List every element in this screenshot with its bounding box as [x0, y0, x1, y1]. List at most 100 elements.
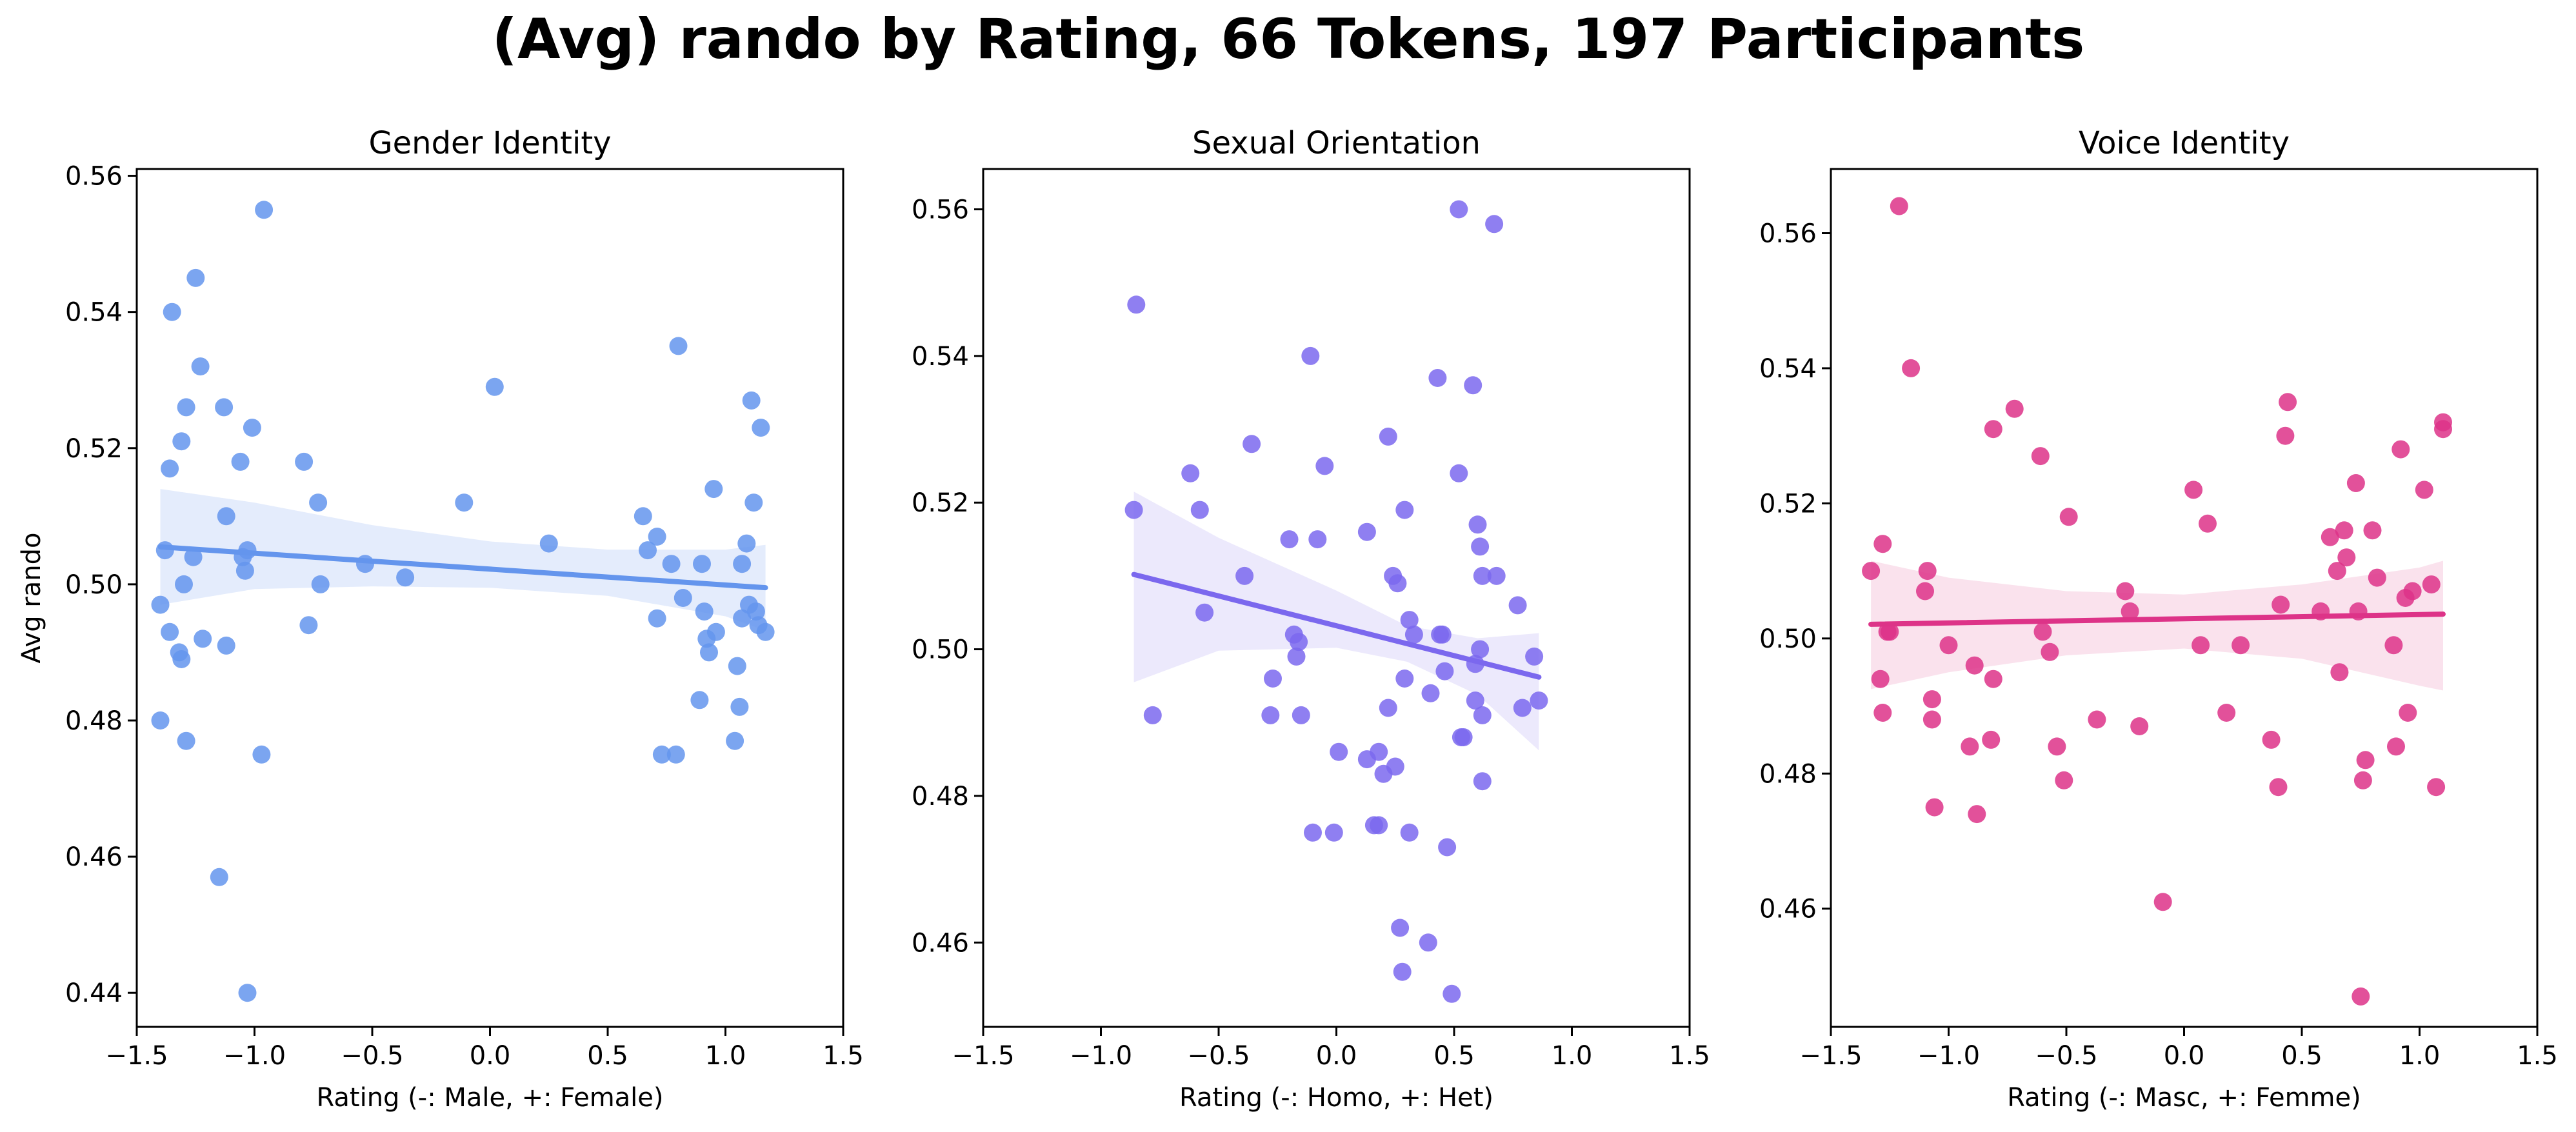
- data-point: [2351, 987, 2370, 1006]
- x-tick-label: 0.5: [2281, 1041, 2322, 1071]
- data-point: [161, 459, 179, 478]
- x-axis-label: Rating (-: Male, +: Female): [316, 1083, 663, 1113]
- data-point: [2415, 481, 2433, 499]
- data-point: [1304, 823, 1322, 842]
- y-tick-label: 0.56: [65, 162, 123, 192]
- data-point: [2356, 751, 2375, 770]
- data-point: [695, 602, 714, 621]
- data-point: [1143, 706, 1162, 724]
- data-point: [1261, 706, 1280, 724]
- confidence-band: [160, 489, 766, 631]
- panel-title: Gender Identity: [368, 125, 611, 161]
- data-point: [733, 609, 752, 628]
- data-point: [2330, 663, 2349, 682]
- data-point: [733, 555, 752, 573]
- panel-title: Voice Identity: [2079, 125, 2290, 161]
- panel-3: −1.5 −1.0 −0.5 0.0 0.5 1.0 1.5 0.46 0.48 0.50 0.52…: [1759, 125, 2558, 1113]
- data-point: [1386, 757, 1404, 776]
- y-tick-label: 0.50: [1759, 624, 1817, 654]
- data-point: [255, 201, 274, 219]
- data-point: [2184, 481, 2203, 499]
- data-point: [1454, 728, 1473, 746]
- data-point: [1862, 562, 1881, 581]
- y-tick-label: 0.46: [1759, 895, 1817, 924]
- data-point: [396, 568, 415, 587]
- data-point: [1450, 464, 1468, 482]
- data-point: [1922, 710, 1941, 729]
- data-point: [674, 589, 692, 607]
- data-point: [2121, 602, 2139, 621]
- data-point: [1330, 742, 1348, 761]
- data-point: [1466, 691, 1484, 710]
- y-axis-label: Avg rando: [17, 533, 46, 664]
- data-point: [1264, 670, 1282, 688]
- data-point: [639, 541, 657, 560]
- data-point: [485, 377, 504, 396]
- x-tick-label: 1.5: [823, 1041, 864, 1071]
- data-point: [163, 303, 181, 321]
- data-point: [746, 602, 765, 621]
- data-point: [2387, 737, 2405, 756]
- data-point: [1918, 562, 1937, 581]
- data-point: [1393, 962, 1412, 981]
- data-point: [1513, 699, 1532, 717]
- data-point: [2031, 447, 2050, 466]
- data-point: [1433, 625, 1452, 644]
- data-point: [1181, 464, 1200, 482]
- x-tick-label: −1.5: [1799, 1041, 1862, 1071]
- data-point: [1127, 295, 1146, 314]
- y-tick-label: 0.48: [912, 782, 969, 811]
- x-tick-label: 1.5: [2517, 1041, 2558, 1071]
- data-point: [756, 622, 775, 641]
- y-tick-label: 0.54: [912, 342, 969, 372]
- x-tick-label: 0.0: [470, 1041, 511, 1071]
- data-point: [752, 419, 770, 437]
- data-point: [1485, 215, 1504, 233]
- data-point: [1395, 501, 1414, 519]
- data-point: [1395, 670, 1414, 688]
- panel-2: −1.5 −1.0 −0.5 0.0 0.5 1.0 1.5 0.46 0.48 0.50 0.52…: [912, 125, 1710, 1113]
- data-point: [634, 507, 652, 526]
- data-point: [151, 595, 170, 614]
- y-tick-label: 0.54: [1759, 354, 1817, 384]
- data-point: [1925, 798, 1944, 817]
- data-point: [1400, 823, 1419, 842]
- regression-line: [157, 544, 768, 591]
- data-point: [1530, 691, 1548, 710]
- data-point: [191, 357, 210, 376]
- data-point: [217, 507, 235, 526]
- data-point: [155, 541, 174, 560]
- data-point: [539, 534, 558, 553]
- data-point: [2353, 771, 2372, 789]
- data-point: [2335, 521, 2353, 540]
- data-point: [1438, 838, 1457, 857]
- data-point: [1324, 823, 1343, 842]
- regression-line: [1131, 571, 1542, 680]
- data-point: [311, 575, 330, 593]
- data-point: [2403, 582, 2422, 601]
- y-tick-label: 0.48: [1759, 759, 1817, 789]
- data-point: [1468, 515, 1487, 534]
- x-tick-label: −1.5: [952, 1041, 1014, 1071]
- y-tick-label: 0.44: [65, 978, 123, 1008]
- data-point: [217, 636, 235, 655]
- data-point: [1370, 816, 1388, 835]
- x-tick-label: 1.5: [1669, 1041, 1710, 1071]
- data-point: [1471, 640, 1490, 659]
- data-point: [2130, 717, 2149, 735]
- data-point: [295, 452, 314, 471]
- data-point: [2088, 710, 2106, 729]
- data-point: [2427, 778, 2446, 797]
- data-point: [161, 622, 179, 641]
- data-point: [1464, 376, 1483, 395]
- data-point: [2116, 582, 2135, 601]
- data-point: [666, 745, 685, 764]
- y-tick-label: 0.52: [65, 434, 123, 464]
- x-tick-label: −1.0: [1070, 1041, 1132, 1071]
- x-tick-label: −0.5: [1187, 1041, 1250, 1071]
- data-point: [455, 493, 474, 512]
- data-point: [1400, 611, 1419, 630]
- data-point: [1902, 359, 1921, 377]
- x-tick-label: −0.5: [2035, 1041, 2097, 1071]
- data-point: [1391, 919, 1410, 937]
